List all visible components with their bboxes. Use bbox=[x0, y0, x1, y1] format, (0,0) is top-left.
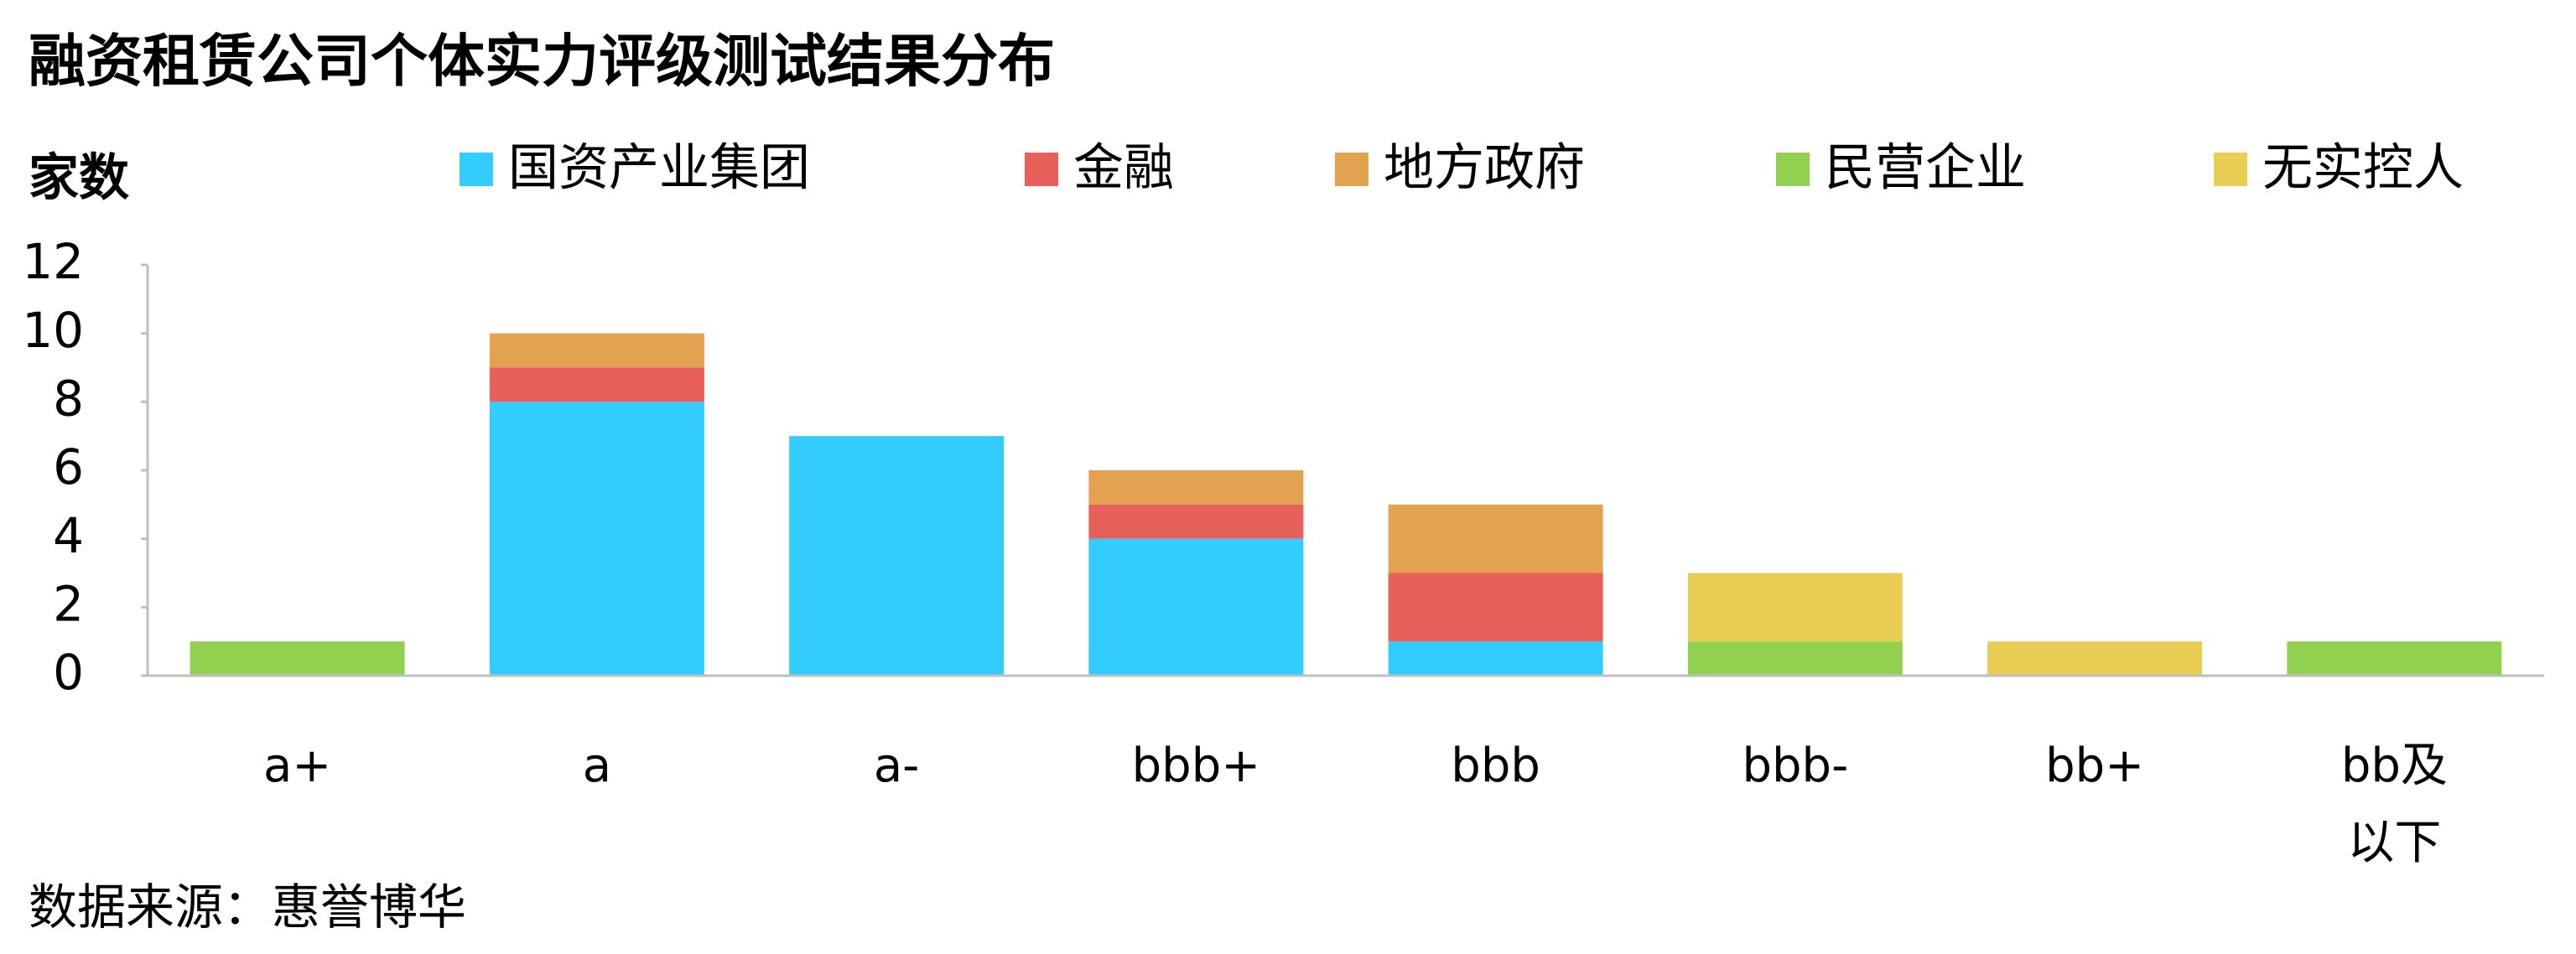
y-tick-label: 6 bbox=[53, 438, 84, 495]
y-tick-label: 10 bbox=[22, 302, 84, 359]
x-tick-label: a- bbox=[873, 739, 920, 793]
bar-segment bbox=[1687, 641, 1903, 676]
bar-segment bbox=[489, 367, 704, 402]
x-tick-label: bbb bbox=[1451, 739, 1540, 793]
bar-segment bbox=[1388, 504, 1603, 573]
legend-swatch bbox=[1025, 153, 1058, 186]
legend-swatch bbox=[2214, 153, 2247, 186]
bar-segment bbox=[2287, 641, 2502, 676]
x-tick-label: bbb- bbox=[1742, 739, 1849, 793]
bar-segment bbox=[1088, 504, 1304, 539]
x-tick-label: bb+ bbox=[2045, 739, 2145, 793]
legend-label: 金融 bbox=[1073, 139, 1174, 198]
legend-label: 地方政府 bbox=[1384, 139, 1585, 198]
bar-segment bbox=[789, 436, 1005, 676]
y-tick-label: 8 bbox=[53, 370, 84, 427]
legend-label: 国资产业集团 bbox=[508, 139, 810, 198]
y-tick-label: 0 bbox=[53, 644, 84, 701]
legend-swatch bbox=[1776, 153, 1810, 186]
source: 数据来源：惠誉博华 bbox=[29, 879, 466, 936]
bar-segment bbox=[489, 333, 704, 368]
x-tick-label: a bbox=[582, 739, 612, 793]
bar-segment bbox=[1687, 573, 1903, 642]
bar-segment bbox=[1987, 641, 2203, 676]
legend-swatch bbox=[460, 153, 493, 186]
bar-segment bbox=[190, 641, 405, 676]
y-tick-label: 2 bbox=[53, 575, 84, 632]
bar-segment bbox=[489, 402, 704, 676]
bar-segment bbox=[1088, 470, 1304, 505]
x-tick-label: a+ bbox=[263, 739, 332, 793]
bar-segment bbox=[1388, 641, 1603, 676]
y-tick-label: 12 bbox=[22, 233, 84, 290]
legend-label: 无实控人 bbox=[2262, 139, 2464, 198]
bar-segment bbox=[1388, 573, 1603, 642]
bar-segment bbox=[1088, 538, 1304, 676]
x-tick-label: bbb+ bbox=[1131, 739, 1261, 793]
chart-title: 融资租赁公司个体实力评级测试结果分布 bbox=[29, 29, 1055, 96]
legend-swatch bbox=[1335, 153, 1368, 186]
x-tick-label: bb及以下 bbox=[2340, 739, 2448, 870]
legend-label: 民营企业 bbox=[1825, 139, 2026, 198]
y-axis-label: 家数 bbox=[29, 149, 129, 208]
y-tick-label: 4 bbox=[53, 507, 84, 564]
